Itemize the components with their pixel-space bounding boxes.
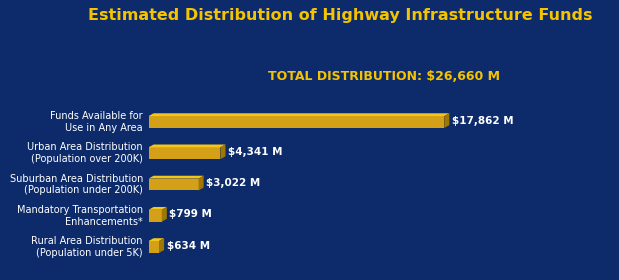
Text: Funds Available for
Use in Any Area: Funds Available for Use in Any Area	[50, 111, 143, 133]
Polygon shape	[159, 238, 164, 253]
Bar	[149, 241, 159, 253]
Text: $17,862 M: $17,862 M	[452, 116, 514, 126]
Text: $799 M: $799 M	[170, 209, 212, 219]
Text: $3,022 M: $3,022 M	[206, 178, 261, 188]
Bar	[149, 210, 162, 222]
Polygon shape	[162, 207, 167, 222]
Polygon shape	[220, 144, 225, 159]
Polygon shape	[149, 113, 449, 116]
Text: Rural Area Distribution
(Population under 5K): Rural Area Distribution (Population unde…	[32, 236, 143, 258]
Text: Suburban Area Distribution
(Population under 200K): Suburban Area Distribution (Population u…	[9, 174, 143, 195]
Polygon shape	[149, 238, 164, 241]
Text: TOTAL DISTRIBUTION: $26,660 M: TOTAL DISTRIBUTION: $26,660 M	[268, 70, 500, 83]
Text: Mandatory Transportation
Enhancements*: Mandatory Transportation Enhancements*	[17, 205, 143, 227]
Polygon shape	[199, 176, 204, 190]
Text: $4,341 M: $4,341 M	[228, 147, 282, 157]
Text: $634 M: $634 M	[167, 241, 210, 251]
Polygon shape	[149, 176, 204, 179]
Bar	[149, 116, 444, 128]
Bar	[149, 147, 220, 159]
Polygon shape	[149, 144, 225, 147]
Bar	[149, 179, 199, 190]
Polygon shape	[444, 113, 449, 128]
Text: Urban Area Distribution
(Population over 200K): Urban Area Distribution (Population over…	[27, 143, 143, 164]
Text: Estimated Distribution of Highway Infrastructure Funds: Estimated Distribution of Highway Infras…	[88, 8, 593, 24]
Polygon shape	[149, 207, 167, 210]
